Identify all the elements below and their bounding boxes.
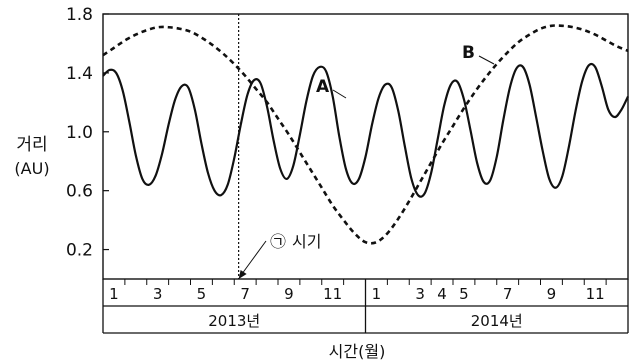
- y-tick-label: 0.2: [66, 241, 93, 261]
- x-axis-label: 시간(월): [329, 342, 386, 361]
- x-tick-label: 3: [153, 285, 163, 303]
- x-tick-label: 7: [240, 285, 250, 303]
- series-leader-b: [478, 55, 495, 65]
- annotation-symbol: ㉠: [270, 232, 286, 251]
- series-leader-a: [332, 89, 347, 99]
- y-tick-label: 1.0: [66, 123, 93, 143]
- x-tick-label: 11: [323, 285, 342, 303]
- x-tick-label: 9: [284, 285, 294, 303]
- plot-frame: [102, 13, 629, 280]
- y-axis-label: 거리 (AU): [14, 135, 49, 178]
- series-line-a: [102, 62, 629, 198]
- y-axis-ticks: 0.2 0.6 1.0 1.4 1.8: [66, 5, 109, 261]
- y-tick-label: 1.8: [66, 5, 93, 25]
- annotation-arrow-head: [238, 270, 247, 279]
- x-tick-label: 11: [586, 285, 605, 303]
- x-tick-label: 1: [109, 285, 119, 303]
- y-axis-label-line1: 거리: [16, 135, 47, 155]
- annotation: ㉠ 시기: [238, 14, 321, 279]
- x-tick-label: 1: [372, 285, 382, 303]
- x-tick-label: 3: [415, 285, 425, 303]
- x-year-label: 2013년: [208, 312, 260, 330]
- y-tick-label: 0.6: [66, 182, 93, 202]
- y-axis-label-line2: (AU): [14, 159, 49, 178]
- x-tick-label: 7: [503, 285, 513, 303]
- x-year-label: 2014년: [471, 312, 523, 330]
- x-tick-label: 4: [437, 285, 447, 303]
- x-tick-label: 9: [547, 285, 557, 303]
- series-line-b: [102, 24, 629, 245]
- annotation-arrow-shaft: [242, 240, 267, 274]
- series-layer: AB: [102, 24, 629, 245]
- x-tick-label: 5: [459, 285, 469, 303]
- x-tick-label: 5: [197, 285, 207, 303]
- annotation-text: 시기: [292, 232, 321, 251]
- series-label-a: A: [316, 77, 330, 97]
- series-label-b: B: [462, 43, 475, 63]
- y-tick-label: 1.4: [66, 64, 93, 84]
